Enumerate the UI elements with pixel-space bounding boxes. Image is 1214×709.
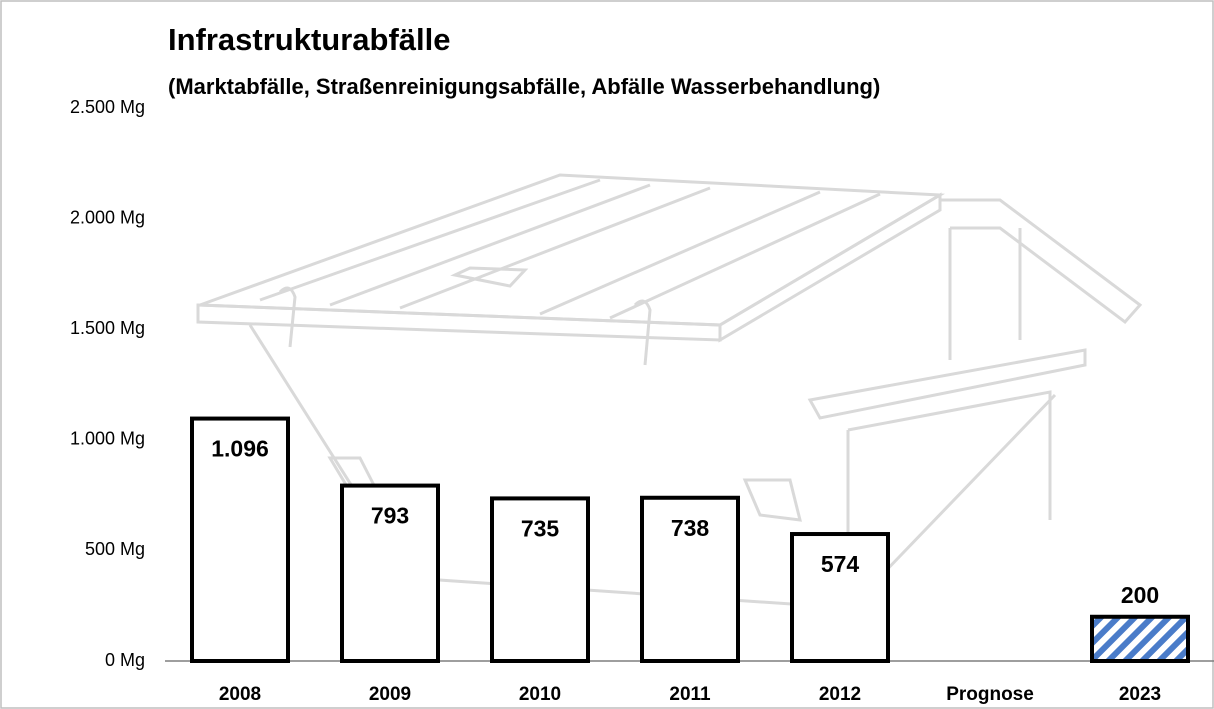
bar: [190, 416, 290, 663]
x-tick-label: 2012: [819, 684, 861, 705]
bar: [340, 483, 440, 664]
bar: [490, 496, 590, 663]
bar: [640, 495, 740, 663]
value-label: 793: [371, 503, 409, 529]
dumpster-illustration: [196, 173, 1143, 610]
y-tick-label: 500 Mg: [85, 539, 145, 559]
chart-title: Infrastrukturabfälle: [168, 22, 451, 57]
value-label: 1.096: [211, 436, 269, 462]
x-tick-label: 2009: [369, 684, 411, 705]
bar: [1090, 614, 1190, 664]
y-tick-label: 1.500 Mg: [70, 318, 145, 338]
x-tick-label: 2011: [669, 684, 711, 705]
x-tick-label: 2010: [519, 684, 561, 705]
value-label: 738: [671, 515, 710, 541]
value-label: 200: [1121, 582, 1159, 608]
value-label: 574: [821, 551, 860, 577]
y-tick-label: 2.500 Mg: [70, 97, 145, 117]
x-tick-label: Prognose: [946, 684, 1034, 705]
x-tick-label: 2008: [219, 684, 261, 705]
chart-subtitle: (Marktabfälle, Straßenreinigungsabfälle,…: [168, 74, 880, 99]
y-tick-label: 2.000 Mg: [70, 207, 145, 227]
y-tick-label: 0 Mg: [105, 650, 145, 670]
x-tick-label: 2023: [1119, 684, 1161, 705]
y-tick-label: 1.000 Mg: [70, 429, 145, 449]
bar: [790, 532, 890, 663]
value-label: 735: [521, 515, 560, 541]
